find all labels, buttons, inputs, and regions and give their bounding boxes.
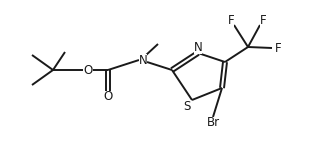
Text: O: O — [83, 63, 93, 77]
Text: Br: Br — [206, 116, 219, 130]
Text: F: F — [228, 13, 234, 27]
Text: N: N — [194, 40, 202, 54]
Text: F: F — [275, 41, 281, 55]
Text: O: O — [103, 90, 113, 104]
Text: F: F — [260, 13, 266, 27]
Text: N: N — [139, 54, 147, 66]
Text: S: S — [183, 100, 191, 112]
